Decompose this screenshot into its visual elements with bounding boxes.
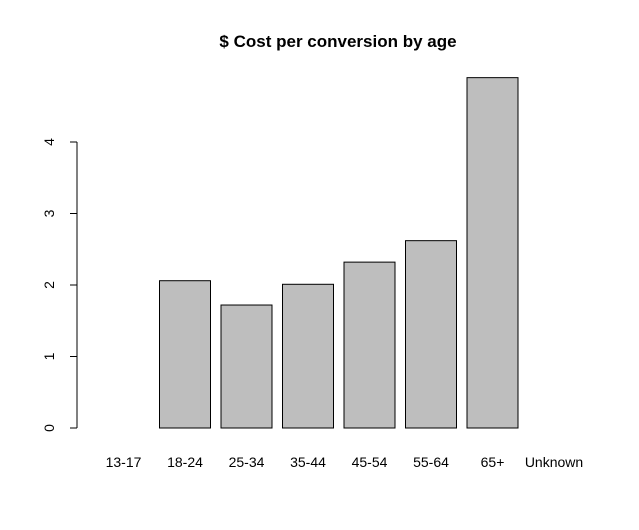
y-axis: 0 1 2 3 4	[41, 138, 78, 432]
x-tick-label: 45-54	[352, 454, 388, 470]
y-tick-label: 3	[41, 209, 57, 217]
chart-title: $ Cost per conversion by age	[219, 32, 456, 51]
bar-25-34	[220, 304, 273, 429]
y-tick-label: 0	[41, 424, 57, 432]
x-tick-label: 18-24	[167, 454, 203, 470]
y-tick-label: 4	[41, 138, 57, 146]
bar-55-64	[405, 240, 457, 429]
bar-18-24	[159, 280, 211, 429]
x-tick-label: 13-17	[106, 454, 142, 470]
bar-65	[466, 77, 519, 429]
bar-45-54	[343, 261, 396, 429]
y-tick-label: 1	[41, 352, 57, 360]
x-tick-label: 25-34	[229, 454, 265, 470]
bars-group	[159, 77, 519, 429]
x-tick-label: 35-44	[290, 454, 326, 470]
x-axis-labels: 13-17 18-24 25-34 35-44 45-54 55-64 65+ Unknown	[106, 454, 584, 470]
x-tick-label: 55-64	[413, 454, 449, 470]
x-tick-label: 65+	[481, 454, 505, 470]
y-tick-label: 2	[41, 281, 57, 289]
x-tick-label: Unknown	[525, 454, 583, 470]
bar-35-44	[282, 283, 334, 429]
